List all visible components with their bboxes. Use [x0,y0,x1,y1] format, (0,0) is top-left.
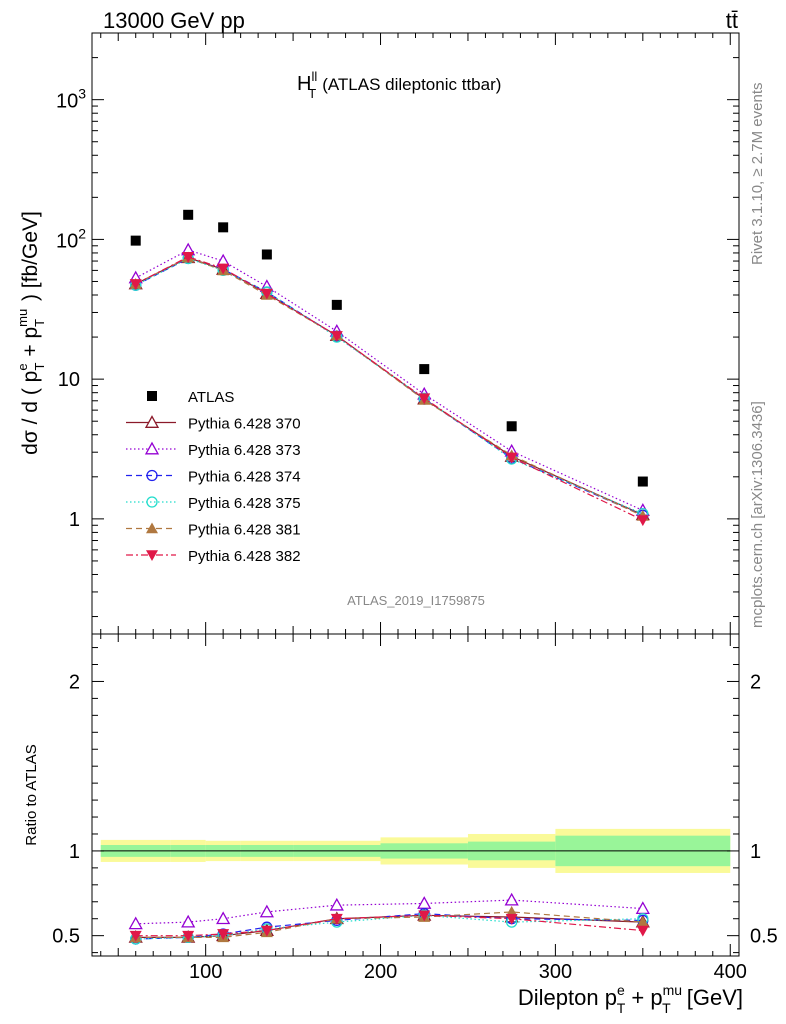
data-point [260,288,273,300]
main-y-tick-label: 10 [58,369,80,391]
legend-item: Pythia 6.428 370 [126,415,301,433]
series-line [135,249,644,511]
legend-item: Pythia 6.428 375 [126,495,301,512]
atlas-data-point [261,249,272,260]
ratio-point [217,929,230,940]
series-line [135,256,644,521]
main-y-axis-label: dσ / d ( pe T + pmu T ) [fb/GeV] [15,211,47,455]
x-tick-label: 300 [539,961,572,983]
ratio-series-pythia-6.428-373 [128,892,650,930]
ratio-y-tick-label: 1 [69,841,80,863]
ratio-point [260,925,273,937]
series-line [135,257,644,515]
ratio-point [636,925,649,937]
legend-item: ATLAS [147,389,234,406]
legend-label: Pythia 6.428 373 [188,442,301,459]
atlas-data-point [183,209,194,220]
data-point [217,263,230,275]
legend-marker [146,496,158,508]
x-tick-label: 200 [364,961,397,983]
ratio-point [418,910,431,922]
ratio-point [329,897,344,911]
ratio-series-pythia-6.428-375 [130,909,649,945]
ratio-point [216,911,231,925]
ratio-point [181,914,196,928]
legend-label: ATLAS [188,389,234,406]
atlas-data-point [331,299,342,310]
ratio-y-tick-label-right: 2 [750,671,761,693]
x-axis-label: Dilepton pe T + pmu T [GeV] [518,982,743,1016]
legend-marker [144,441,160,455]
ratio-line [135,914,643,937]
legend-marker [146,550,158,561]
legend-item: Pythia 6.428 374 [126,469,301,486]
data-point [636,515,649,527]
ratio-point [182,930,195,942]
main-axis-ticks: 1 10 102 103 [56,32,739,634]
legend-label: Pythia 6.428 382 [188,548,301,565]
energy-label: 13000 GeV pp [103,8,245,33]
ratio-y-tick-label-right: 0.5 [750,926,778,948]
data-point [330,331,343,342]
ratio-point [129,930,142,942]
ratio-point [128,916,143,930]
series-line [135,257,644,517]
data-point [418,393,431,405]
ratio-point [636,916,649,927]
ratio-y-tick-label: 0.5 [52,926,80,948]
legend-item: Pythia 6.428 382 [126,548,301,565]
atlas-data-point [130,235,141,246]
data-point [129,279,142,290]
data-point [505,452,518,464]
legend-marker [146,522,158,534]
main-plot-content [128,209,650,527]
ratio-point [259,904,274,918]
x-tick-label: 400 [714,961,747,983]
legend-item: Pythia 6.428 373 [126,441,301,459]
series-atlas [130,209,648,487]
main-panel: 1 10 102 103 Hll T (ATLAS dileptonic ttbar) A… [15,32,740,635]
main-y-tick-label: 1 [69,509,80,531]
data-point [182,252,195,263]
ratio-y-tick-label-right: 1 [750,841,761,863]
ratio-y-tick-label: 2 [69,671,80,693]
ratio-series-pythia-6.428-382 [129,910,649,942]
main-y-tick-label: 102 [56,225,86,252]
series-pythia-6.428-382 [129,252,649,527]
main-frame [91,32,740,635]
ratio-point [505,913,518,925]
plot-title: Hll T (ATLAS dileptonic ttbar) [297,69,501,101]
ratio-plot-content [100,828,731,945]
atlas-data-point [637,476,648,487]
analysis-watermark: ATLAS_2019_I1759875 [347,593,485,608]
legend: ATLAS Pythia 6.428 370 Pythia 6.428 373 Pyt… [126,389,301,565]
legend-label: Pythia 6.428 374 [188,469,301,486]
ratio-point [504,892,519,906]
legend-marker [146,469,158,482]
ratio-point [330,913,343,925]
ratio-point [417,896,432,909]
atlas-data-point [419,364,430,375]
ratio-y-axis-label: Ratio to ATLAS [23,744,40,845]
mcplots-label: mcplots.cern.ch [arXiv:1306.3436] [749,401,766,628]
legend-item: Pythia 6.428 381 [126,522,301,539]
ratio-line [135,911,643,938]
legend-label: Pythia 6.428 370 [188,416,301,433]
atlas-data-point [218,222,229,233]
legend-marker [147,391,157,401]
process-label: tt̄ [726,8,738,33]
atlas-data-point [506,421,517,432]
main-y-tick-label: 103 [56,86,86,113]
rivet-version-label: Rivet 3.1.10, ≥ 2.7M events [749,83,766,266]
legend-label: Pythia 6.428 375 [188,495,301,512]
legend-marker [144,415,160,428]
x-tick-label: 100 [189,961,222,983]
ratio-series-pythia-6.428-374 [130,907,649,945]
legend-label: Pythia 6.428 381 [188,522,301,539]
